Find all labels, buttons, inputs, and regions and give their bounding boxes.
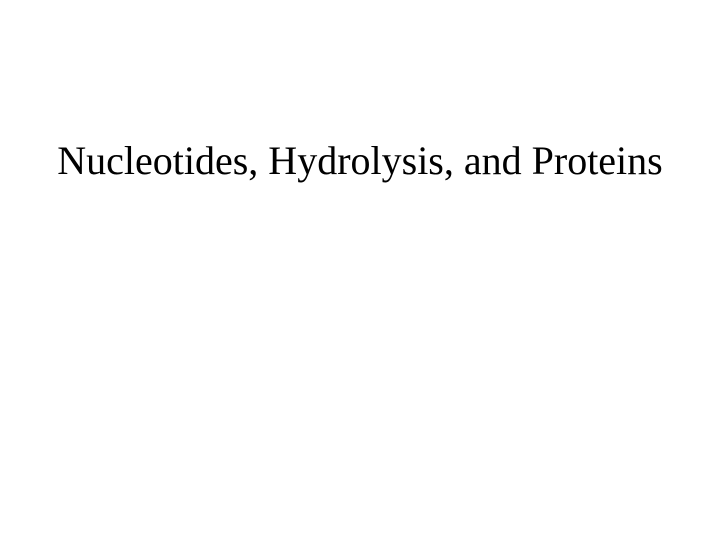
slide-title: Nucleotides, Hydrolysis, and Proteins [0, 138, 720, 184]
slide-container: Nucleotides, Hydrolysis, and Proteins [0, 0, 720, 540]
